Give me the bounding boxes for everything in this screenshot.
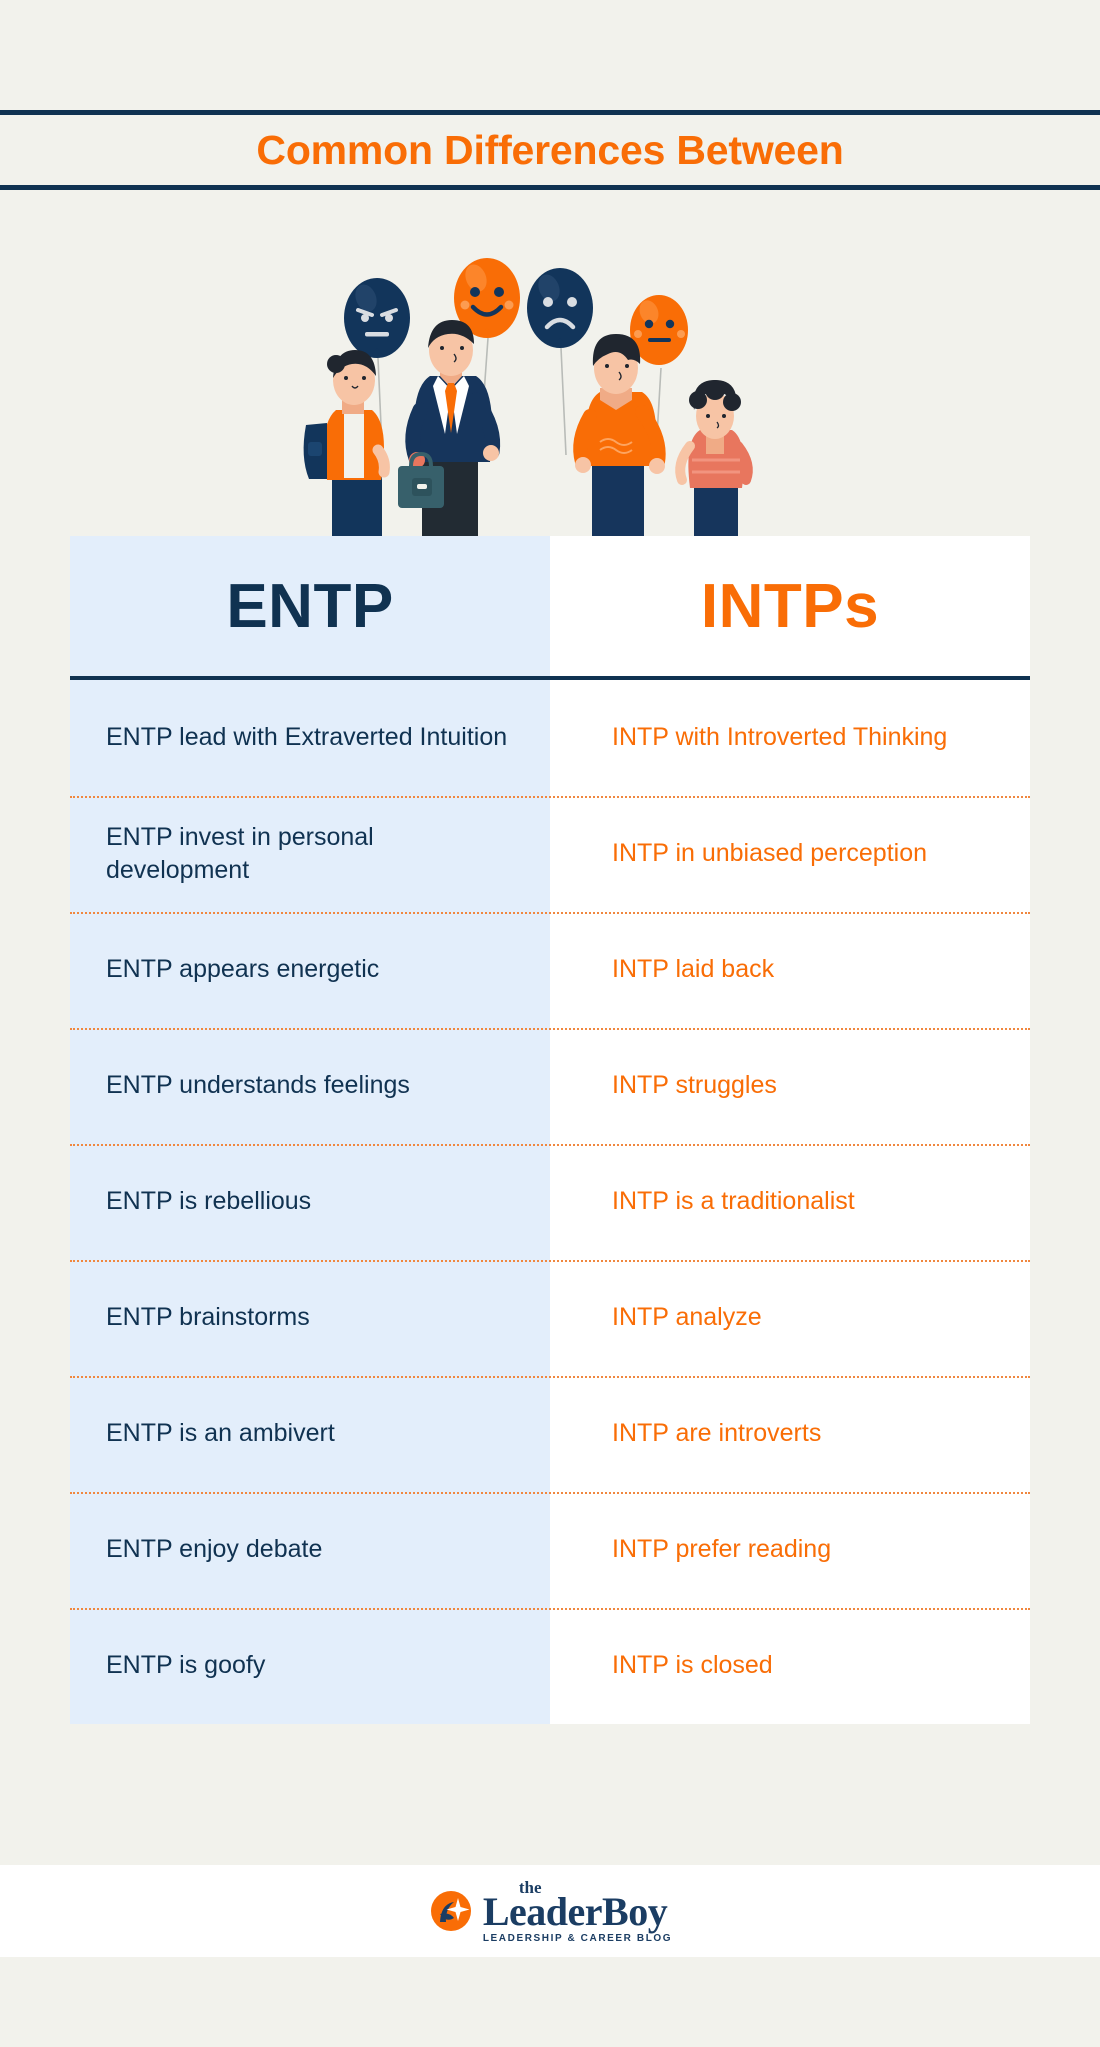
balloon-neutral-icon [630,295,688,365]
footer-bottom-strip [0,1957,1100,2047]
cell-entp: ENTP is rebellious [70,1144,550,1260]
table-row: ENTP enjoy debate INTP prefer reading [70,1492,1030,1608]
logo-the-label: the [518,1877,542,1897]
table-header-row: ENTP INTPs [70,536,1030,680]
cell-intp: INTP is closed [550,1608,1030,1724]
cell-entp: ENTP is an ambivert [70,1376,550,1492]
person-woman-figure [675,380,753,550]
site-logo[interactable]: the LeaderBoy LEADERSHIP & CAREER BLOG [428,1879,672,1944]
table-row: ENTP brainstorms INTP analyze [70,1260,1030,1376]
person-businessman-figure [398,320,501,550]
cell-intp: INTP prefer reading [550,1492,1030,1608]
cell-intp: INTP in unbiased perception [550,796,1030,912]
column-header-intps-label: INTPs [700,571,880,641]
column-header-intps: INTPs [550,536,1030,676]
cell-entp: ENTP understands feelings [70,1028,550,1144]
page-title: Common Differences Between [256,126,844,173]
cell-entp: ENTP enjoy debate [70,1492,550,1608]
cell-entp: ENTP invest in personal development [70,796,550,912]
footer-bar: the LeaderBoy LEADERSHIP & CAREER BLOG [0,1865,1100,1957]
bottom-spacer [0,1724,1100,1865]
logo-text: the LeaderBoy LEADERSHIP & CAREER BLOG [483,1879,672,1944]
hero-illustration [0,190,1100,550]
cell-entp: ENTP is goofy [70,1608,550,1724]
comparison-table: ENTP INTPs ENTP lead with Extraverted In… [70,536,1030,1724]
cell-entp: ENTP brainstorms [70,1260,550,1376]
table-row: ENTP invest in personal development INTP… [70,796,1030,912]
cell-intp: INTP are introverts [550,1376,1030,1492]
cell-intp: INTP with Introverted Thinking [550,680,1030,796]
column-header-entp: ENTP [70,536,550,676]
table-row: ENTP is rebellious INTP is a traditional… [70,1144,1030,1260]
balloon-sad-icon [527,268,593,348]
cell-intp: INTP analyze [550,1260,1030,1376]
balloon-angry-icon [344,278,410,358]
table-row: ENTP is goofy INTP is closed [70,1608,1030,1724]
table-row: ENTP is an ambivert INTP are introverts [70,1376,1030,1492]
cell-intp: INTP laid back [550,912,1030,1028]
column-header-entp-label: ENTP [226,571,394,641]
header-band: Common Differences Between [0,110,1100,190]
logo-name-label: LeaderBoy [482,1888,668,1934]
logo-tagline: LEADERSHIP & CAREER BLOG [482,1932,673,1944]
table-row: ENTP understands feelings INTP struggles [70,1028,1030,1144]
cell-entp: ENTP lead with Extraverted Intuition [70,680,550,796]
table-row: ENTP appears energetic INTP laid back [70,912,1030,1028]
balloon-happy-icon [454,258,520,338]
cell-entp: ENTP appears energetic [70,912,550,1028]
leaderboy-mark-icon [430,1891,471,1931]
person-casual-figure [573,334,666,550]
cell-intp: INTP is a traditionalist [550,1144,1030,1260]
person-student-figure [303,350,390,550]
people-balloons-illustration [303,258,753,550]
table-row: ENTP lead with Extraverted Intuition INT… [70,680,1030,796]
cell-intp: INTP struggles [550,1028,1030,1144]
